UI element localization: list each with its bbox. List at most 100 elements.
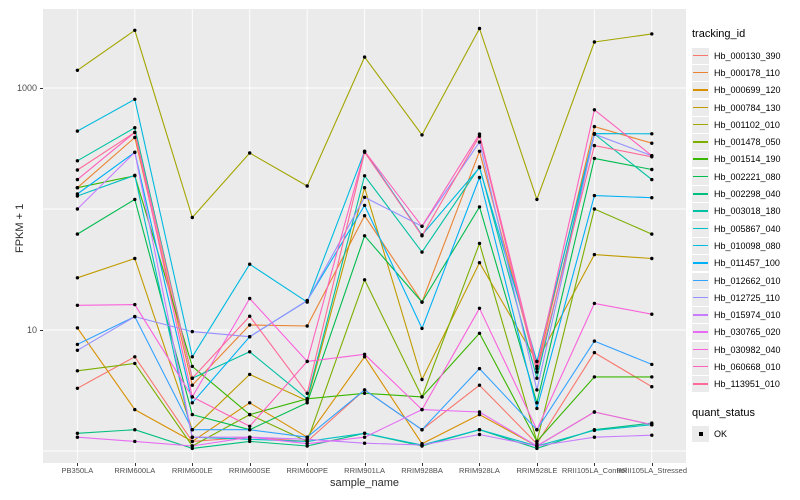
data-point: [650, 177, 654, 182]
data-point: [305, 298, 309, 303]
data-point: [477, 261, 482, 265]
data-point: [133, 361, 137, 366]
data-point: [190, 329, 194, 334]
data-point: [75, 129, 80, 133]
data-point: [650, 167, 654, 172]
data-point: [190, 401, 194, 405]
x-tick-mark: [479, 463, 481, 466]
y-tick-label: 10: [26, 324, 37, 335]
legend-key: [692, 134, 709, 151]
x-tick-mark: [307, 463, 309, 466]
data-point: [420, 300, 424, 304]
x-axis-title: sample_name: [329, 477, 400, 489]
legend-item-label: Hb_001478_050: [714, 137, 781, 148]
legend-swatch-line: [693, 383, 708, 385]
data-point: [420, 250, 424, 254]
legend-swatch-line: [693, 123, 708, 126]
legend-item-label: Hb_005867_040: [714, 223, 781, 234]
x-tick-mark: [422, 463, 424, 466]
data-point: [650, 232, 654, 236]
data-point: [75, 159, 80, 163]
data-point: [362, 174, 367, 178]
data-point: [477, 149, 482, 153]
legend-swatch-line: [693, 106, 708, 109]
data-point: [248, 296, 252, 301]
legend-item: Hb_003018_180: [692, 203, 798, 220]
data-point: [362, 352, 367, 356]
data-point: [362, 186, 367, 190]
legend-item-label: Hb_002298_040: [714, 189, 781, 200]
legend: tracking_id Hb_000130_390 Hb_000178_110 Hb…: [692, 28, 798, 442]
legend-item-label: Hb_030982_040: [714, 344, 781, 355]
data-point: [592, 124, 597, 129]
data-point: [362, 431, 367, 435]
legend-item: Hb_012662_010: [692, 272, 798, 289]
legend-key: [692, 64, 709, 81]
data-point: [535, 364, 539, 369]
data-point: [305, 184, 309, 188]
data-point: [75, 276, 80, 280]
data-point: [190, 395, 194, 399]
legend-key: [692, 324, 709, 341]
data-point: [133, 439, 137, 444]
legend-item-quant: OK: [692, 425, 798, 442]
x-tick-label: PB350LA: [61, 466, 94, 475]
x-tick-mark: [77, 463, 79, 466]
data-point: [420, 224, 424, 228]
y-tick-mark: [40, 88, 43, 89]
data-point: [133, 355, 137, 359]
x-tick-label: RRIM600PE: [286, 466, 328, 475]
legend-key: [692, 116, 709, 133]
data-point: [535, 428, 539, 432]
data-point: [592, 108, 597, 112]
legend-item: Hb_000699_120: [692, 82, 798, 99]
data-point: [420, 428, 424, 432]
data-point: [133, 173, 137, 177]
data-point: [190, 383, 194, 387]
data-point: [420, 326, 424, 331]
data-point: [477, 26, 482, 31]
data-point: [420, 407, 424, 412]
legend-item: Hb_001514_190: [692, 151, 798, 168]
data-point: [535, 370, 539, 374]
legend-swatch-line: [693, 244, 708, 247]
data-point: [592, 143, 597, 148]
data-point: [650, 375, 654, 379]
legend-key: [692, 341, 709, 358]
data-point: [75, 177, 80, 182]
data-point: [477, 165, 482, 170]
data-point: [133, 314, 137, 319]
data-point: [477, 205, 482, 209]
data-point: [362, 234, 367, 238]
legend-item-label: Hb_002221_080: [714, 171, 781, 182]
data-point: [650, 433, 654, 437]
data-point: [477, 175, 482, 180]
legend-item: Hb_001102_010: [692, 116, 798, 133]
data-point: [592, 339, 597, 343]
data-point: [362, 355, 367, 359]
data-point: [248, 323, 252, 327]
data-point: [650, 385, 654, 389]
legend-item-label: Hb_030765_020: [714, 327, 781, 338]
data-point: [248, 435, 252, 439]
data-point: [535, 401, 539, 405]
legend-item-label: Hb_012662_010: [714, 275, 781, 286]
data-point: [650, 141, 654, 145]
legend-key: [692, 220, 709, 237]
legend-key: [692, 358, 709, 375]
data-point: [477, 432, 482, 437]
legend-item-label: OK: [714, 428, 728, 439]
legend-item-label: Hb_001514_190: [714, 154, 781, 165]
data-point: [190, 446, 194, 451]
data-point: [535, 197, 539, 202]
data-point: [420, 234, 424, 238]
legend-key: [692, 203, 709, 220]
x-tick-mark: [536, 463, 538, 466]
data-point: [133, 197, 137, 202]
legend-key: [692, 289, 709, 306]
legend-swatch-line: [693, 331, 708, 333]
data-point: [592, 435, 597, 439]
data-point: [75, 342, 80, 347]
data-point: [650, 155, 654, 159]
x-tick-label: RRIM901LA: [344, 466, 386, 475]
